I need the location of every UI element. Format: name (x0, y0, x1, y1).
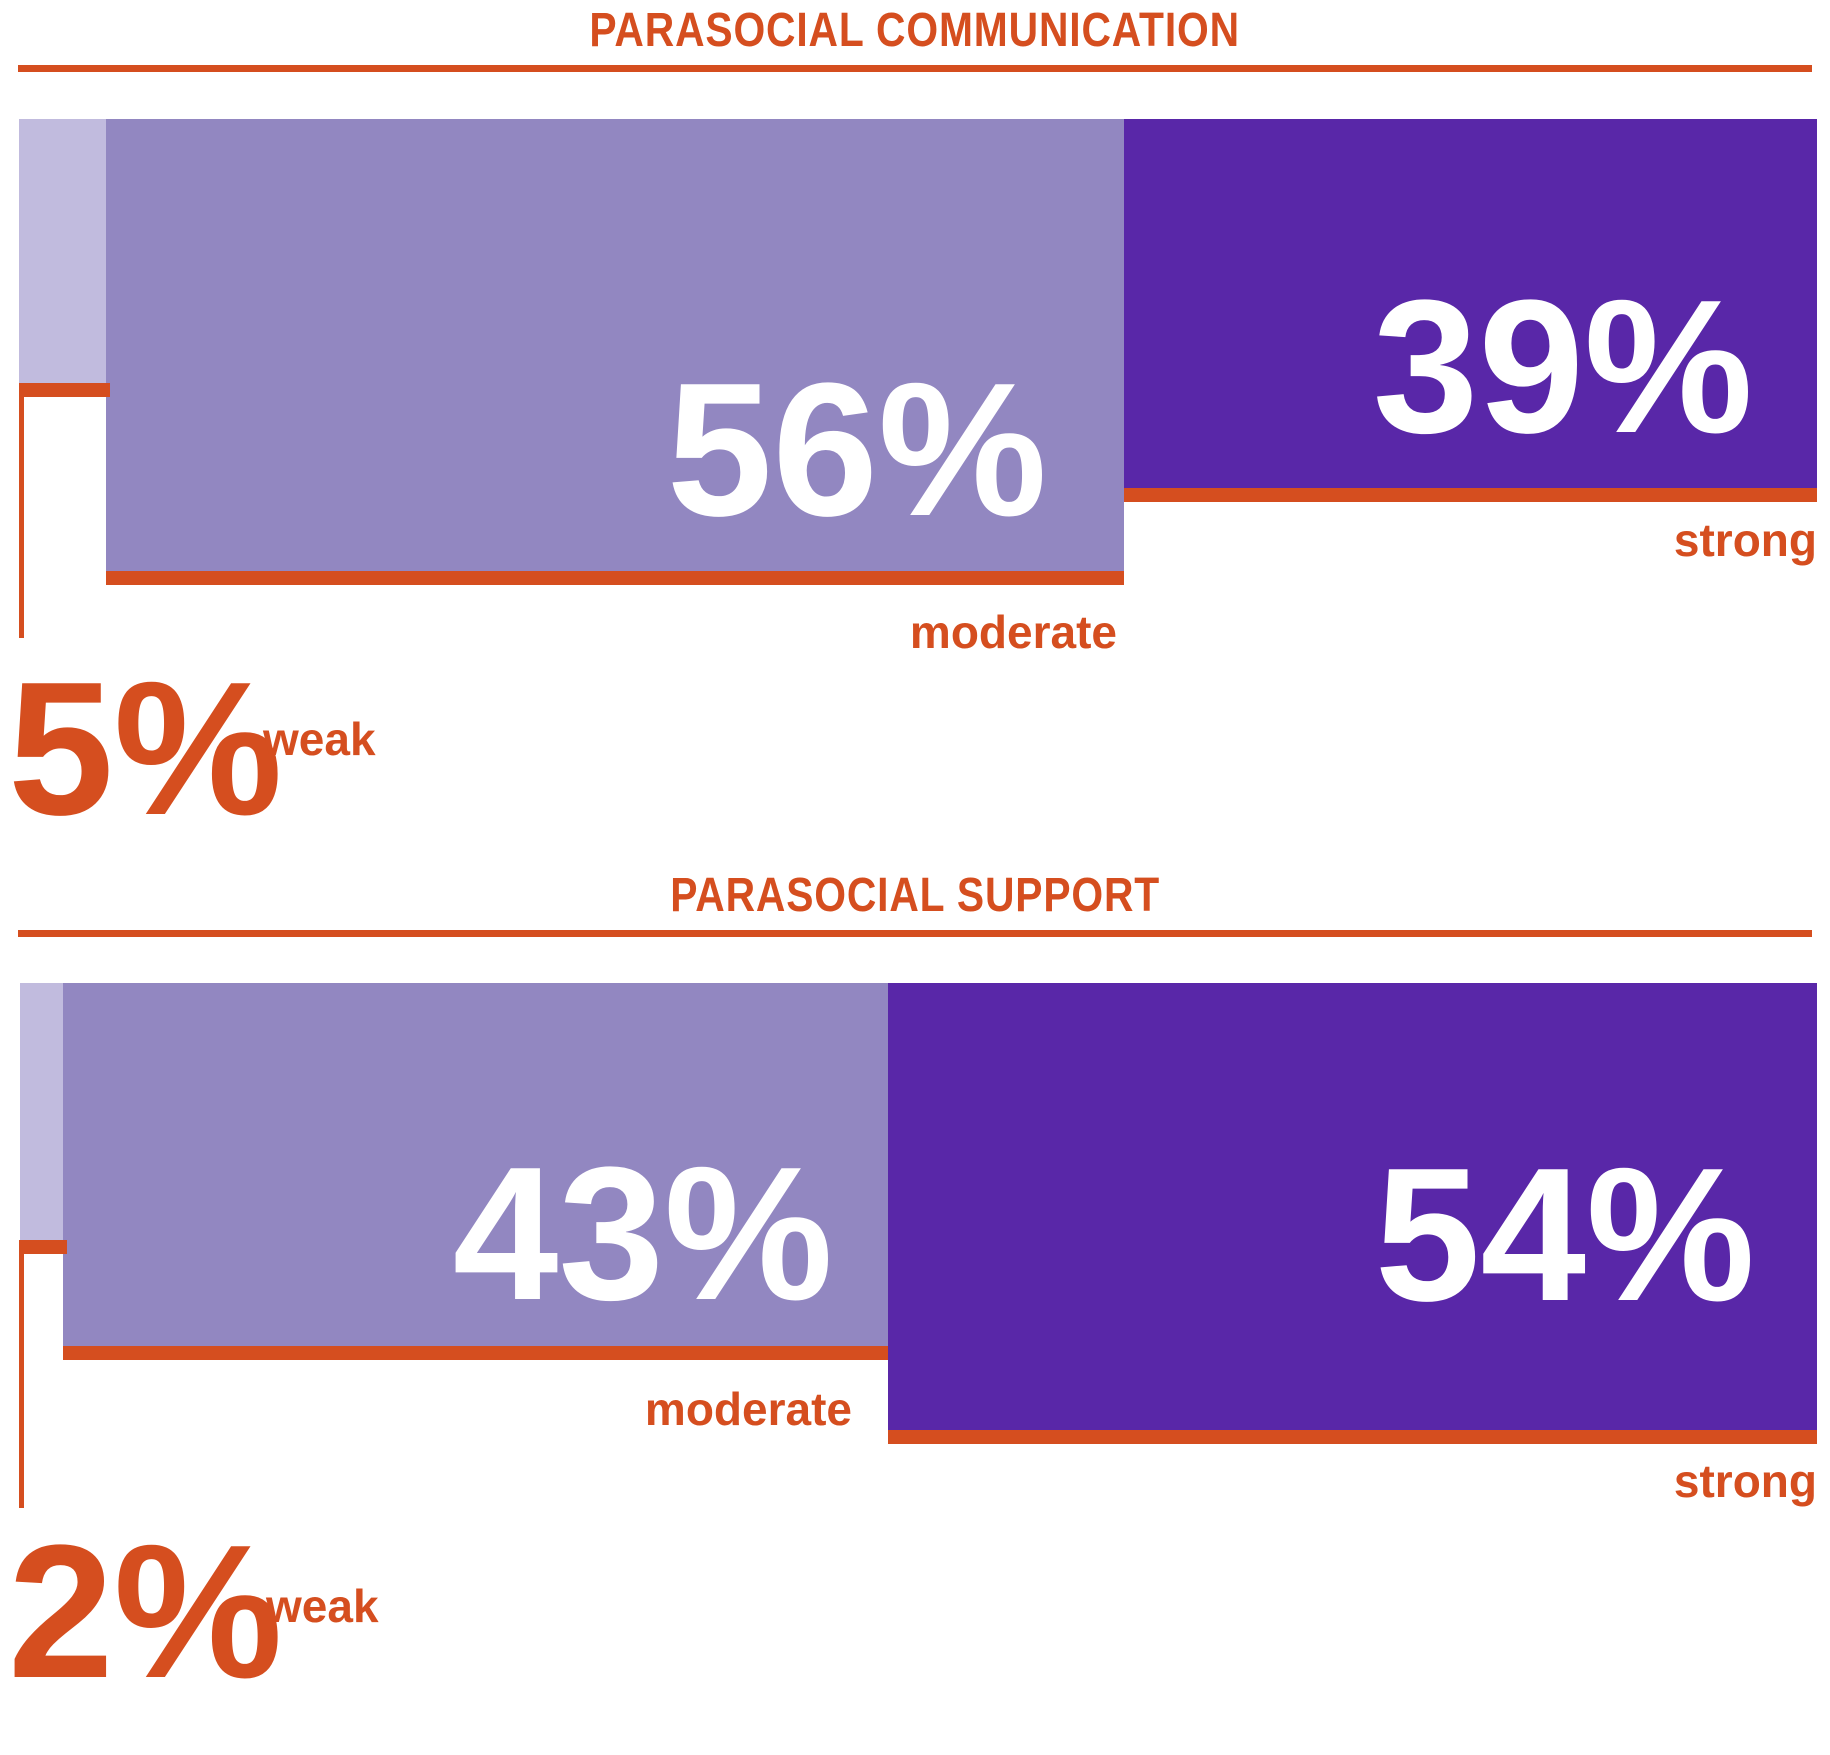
chart1-weak-callout-line (19, 397, 24, 638)
chart2-moderate-value: 43% (452, 1128, 833, 1340)
chart1-bar-strong: 39% (1124, 119, 1817, 488)
chart2-bar-strong: 54% (888, 983, 1817, 1430)
chart1-strong-value: 39% (1372, 261, 1753, 473)
chart2-weak-callout-line (19, 1254, 24, 1508)
chart1-title-rule (18, 65, 1812, 72)
chart2-strong-label: strong (1673, 1455, 1817, 1507)
chart1-moderate-value: 56% (666, 344, 1047, 556)
chart2-bar-moderate: 43% (63, 983, 888, 1346)
chart2-moderate-underline (63, 1346, 888, 1360)
chart2-weak-label: weak (266, 1580, 379, 1632)
chart1-bar-weak (19, 119, 106, 383)
chart1-weak-value: 5% (8, 643, 283, 855)
chart2-bar-weak (20, 983, 63, 1240)
chart1-weak-label: weak (263, 713, 376, 765)
chart2-weak-value: 2% (8, 1506, 283, 1718)
chart1-moderate-label: moderate (909, 606, 1117, 658)
chart1-bar-moderate: 56% (106, 119, 1124, 571)
chart2-moderate-label: moderate (644, 1383, 852, 1435)
chart1-strong-underline (1124, 488, 1817, 502)
chart2-title-text: PARASOCIAL SUPPORT (670, 869, 1160, 922)
chart2-strong-underline (888, 1430, 1817, 1444)
chart1-moderate-underline (106, 571, 1124, 585)
chart2-title: PARASOCIAL SUPPORT (0, 872, 1830, 920)
chart2-title-rule (18, 930, 1812, 937)
chart1-title: PARASOCIAL COMMUNICATION (0, 7, 1830, 55)
chart2-strong-value: 54% (1374, 1129, 1755, 1341)
chart1-title-text: PARASOCIAL COMMUNICATION (589, 4, 1241, 57)
chart1-weak-underline (19, 383, 110, 397)
chart1-strong-label: strong (1673, 514, 1817, 566)
chart2-weak-underline (19, 1240, 67, 1254)
